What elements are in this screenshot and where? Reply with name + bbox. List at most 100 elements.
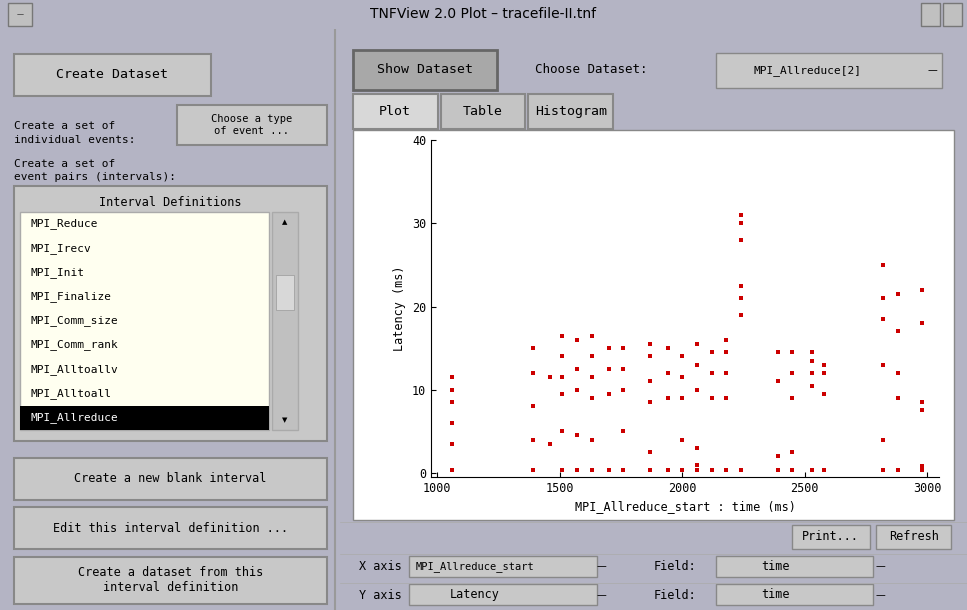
Point: [689, 360, 705, 370]
Text: time: time: [762, 589, 790, 601]
Point: [890, 289, 905, 299]
FancyBboxPatch shape: [717, 584, 873, 605]
Text: time: time: [762, 560, 790, 573]
Point: [915, 465, 930, 475]
Point: [704, 465, 719, 475]
FancyBboxPatch shape: [14, 556, 327, 604]
Text: —: —: [597, 590, 606, 600]
Point: [570, 465, 585, 475]
Point: [659, 368, 675, 378]
Point: [689, 460, 705, 470]
Point: [704, 393, 719, 403]
Text: Y axis: Y axis: [359, 589, 402, 602]
Text: MPI_Init: MPI_Init: [31, 267, 85, 278]
Text: MPI_Finalize: MPI_Finalize: [31, 291, 111, 302]
Point: [784, 393, 800, 403]
FancyBboxPatch shape: [14, 185, 327, 442]
Point: [643, 339, 659, 349]
Point: [915, 406, 930, 415]
Point: [805, 465, 820, 475]
Text: Table: Table: [463, 105, 503, 118]
Point: [616, 426, 631, 436]
Point: [674, 372, 689, 382]
Point: [689, 339, 705, 349]
FancyBboxPatch shape: [943, 3, 962, 26]
Point: [444, 397, 459, 407]
Point: [601, 364, 616, 374]
FancyBboxPatch shape: [276, 275, 294, 310]
Text: Choose a type
of event ...: Choose a type of event ...: [211, 114, 292, 136]
Point: [770, 347, 785, 357]
FancyBboxPatch shape: [14, 507, 327, 549]
Point: [554, 372, 570, 382]
FancyBboxPatch shape: [353, 94, 437, 129]
FancyBboxPatch shape: [409, 584, 598, 605]
Point: [784, 447, 800, 457]
Text: Interval Definitions: Interval Definitions: [99, 196, 242, 209]
Point: [570, 431, 585, 440]
Point: [718, 368, 734, 378]
Point: [659, 343, 675, 353]
FancyBboxPatch shape: [717, 53, 942, 88]
Point: [542, 372, 558, 382]
Point: [733, 281, 748, 290]
Point: [674, 465, 689, 475]
Text: Field:: Field:: [654, 589, 696, 602]
Point: [525, 343, 541, 353]
Point: [816, 465, 832, 475]
Point: [784, 465, 800, 475]
Point: [733, 293, 748, 303]
Point: [915, 397, 930, 407]
Point: [525, 368, 541, 378]
Text: Latency: Latency: [451, 589, 500, 601]
Point: [875, 435, 891, 445]
Point: [525, 401, 541, 411]
Text: Create a set of: Create a set of: [14, 121, 115, 131]
Point: [784, 368, 800, 378]
Point: [890, 326, 905, 336]
Point: [616, 364, 631, 374]
Point: [718, 465, 734, 475]
Point: [875, 314, 891, 324]
Text: —: —: [16, 12, 24, 17]
FancyBboxPatch shape: [353, 131, 954, 520]
Point: [816, 360, 832, 370]
Point: [659, 465, 675, 475]
FancyBboxPatch shape: [8, 3, 32, 26]
Point: [554, 426, 570, 436]
Text: Choose Dataset:: Choose Dataset:: [535, 63, 647, 76]
Point: [875, 260, 891, 270]
Point: [733, 310, 748, 320]
Text: Plot: Plot: [379, 105, 411, 118]
Text: Field:: Field:: [654, 561, 696, 573]
Point: [689, 443, 705, 453]
Text: Show Dataset: Show Dataset: [377, 63, 473, 76]
Point: [570, 364, 585, 374]
Point: [444, 418, 459, 428]
Point: [444, 465, 459, 475]
Point: [570, 385, 585, 395]
Point: [601, 465, 616, 475]
Point: [890, 465, 905, 475]
FancyBboxPatch shape: [409, 556, 598, 577]
Point: [584, 435, 600, 445]
FancyBboxPatch shape: [353, 50, 497, 90]
Point: [875, 360, 891, 370]
Text: —: —: [597, 561, 606, 572]
Point: [584, 331, 600, 340]
Point: [554, 351, 570, 361]
Text: MPI_Allreduce_start: MPI_Allreduce_start: [416, 561, 535, 572]
Text: Print...: Print...: [803, 530, 860, 544]
Point: [584, 465, 600, 475]
Text: Create Dataset: Create Dataset: [56, 68, 168, 81]
Point: [659, 393, 675, 403]
Point: [525, 435, 541, 445]
Text: event pairs (intervals):: event pairs (intervals):: [14, 172, 176, 182]
Point: [542, 439, 558, 448]
Point: [616, 343, 631, 353]
Point: [643, 351, 659, 361]
Text: —: —: [927, 65, 937, 76]
FancyBboxPatch shape: [921, 3, 940, 26]
Point: [444, 439, 459, 448]
FancyBboxPatch shape: [792, 525, 870, 549]
